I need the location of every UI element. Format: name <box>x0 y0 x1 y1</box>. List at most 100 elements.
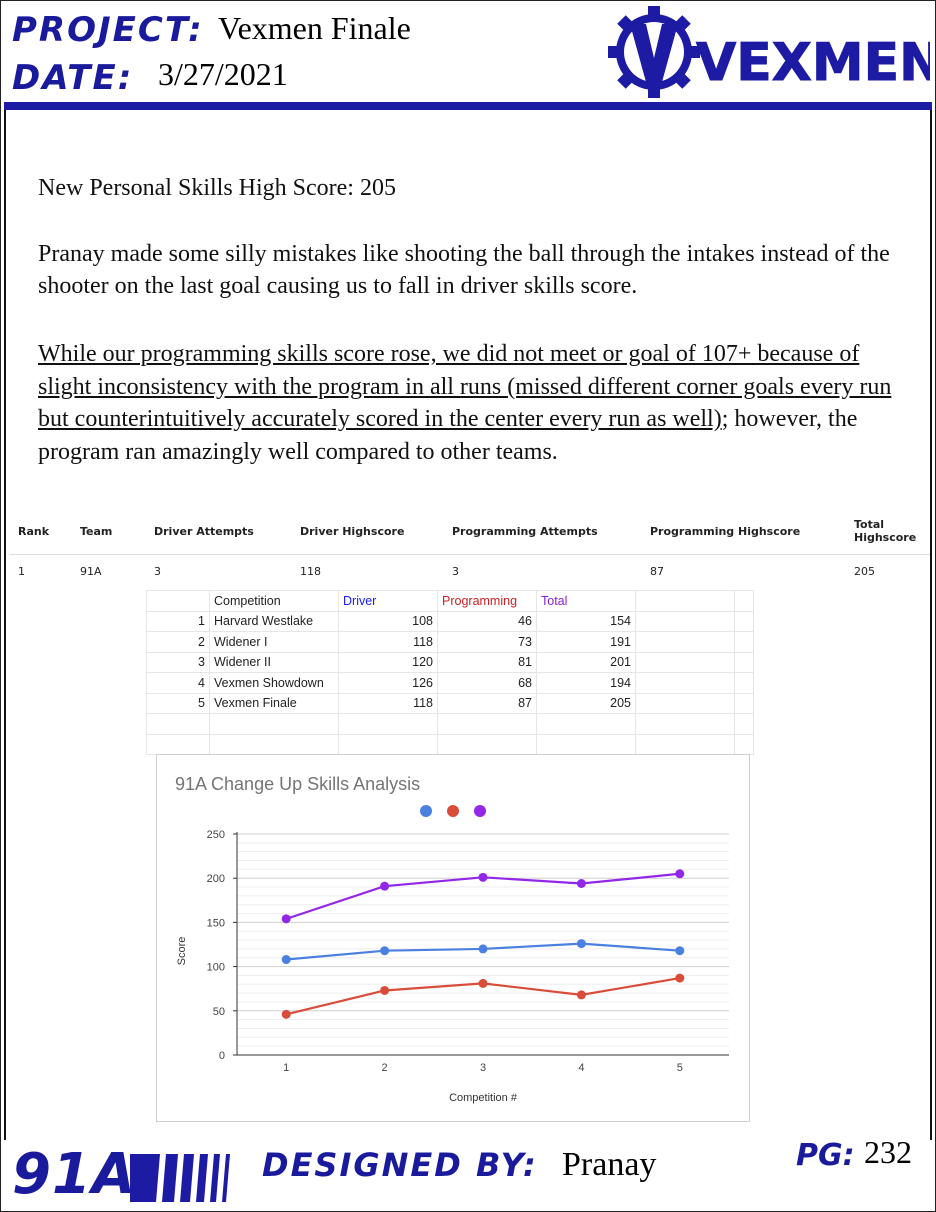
table-row: 3 Widener II 120 81 201 <box>146 651 754 673</box>
sheet-competition: Harvard Westlake <box>209 610 339 632</box>
cell-team: 91A <box>80 565 102 578</box>
paragraph-rest: ; however, the program ran amazingly wel… <box>38 406 858 465</box>
y-tick-label: 250 <box>207 829 225 841</box>
data-point <box>478 872 488 882</box>
data-point <box>478 944 488 954</box>
sheet-driver: 120 <box>338 651 438 673</box>
y-tick-label: 0 <box>219 1050 225 1062</box>
cell-programming-attempts: 3 <box>452 565 459 578</box>
underlined-text: While our programming skills score rose,… <box>38 341 892 432</box>
data-point <box>380 881 390 891</box>
header-programming-attempts: Programming Attempts <box>444 512 642 555</box>
x-tick-label: 2 <box>382 1062 388 1074</box>
summary-header-row: Rank Team Driver Attempts Driver Highsco… <box>10 512 930 555</box>
date-value: 3/27/2021 <box>158 56 288 92</box>
sheet-driver: 126 <box>338 672 438 694</box>
table-row: 1 91A 3 118 3 87 205 <box>10 555 930 589</box>
data-point <box>281 1009 291 1019</box>
high-score-text: New Personal Skills High Score: 205 <box>38 175 396 201</box>
paragraph-mistakes: Pranay made some silly mistakes like sho… <box>38 241 890 299</box>
date-label: DATE: <box>12 58 134 98</box>
sheet-programming: 73 <box>437 631 537 653</box>
data-point <box>576 939 586 949</box>
summary-table: Rank Team Driver Attempts Driver Highsco… <box>10 512 930 588</box>
project-label: PROJECT: <box>12 10 204 50</box>
data-point <box>576 879 586 889</box>
data-point <box>675 869 685 879</box>
sheet-header-programming: Programming <box>437 590 537 612</box>
x-axis-label: Competition # <box>449 1092 518 1104</box>
y-tick-label: 150 <box>207 917 225 929</box>
chart-title: 91A Change Up Skills Analysis <box>175 774 420 794</box>
sheet-total: 191 <box>536 631 636 653</box>
sheet-programming: 81 <box>437 651 537 673</box>
spreadsheet-screenshot: Competition Driver Programming Total 1 H… <box>146 590 760 1135</box>
data-point <box>675 946 685 956</box>
right-rule <box>930 110 932 1140</box>
header-rule <box>4 102 932 110</box>
header-rank: Rank <box>10 512 72 555</box>
footer-stripes <box>130 1154 230 1202</box>
sheet-competition: Vexmen Finale <box>209 692 339 714</box>
data-point <box>281 955 291 965</box>
sheet-programming: 46 <box>437 610 537 632</box>
legend-dot <box>447 805 459 817</box>
page-label: PG: <box>796 1138 855 1173</box>
x-tick-label: 1 <box>283 1062 289 1074</box>
sheet-header-driver: Driver <box>338 590 438 612</box>
data-point <box>576 990 586 1000</box>
cell-driver-highscore: 118 <box>300 565 321 578</box>
legend-dot <box>420 805 432 817</box>
sheet-header-row: Competition Driver Programming Total <box>146 590 754 612</box>
header-programming-highscore: Programming Highscore <box>642 512 846 555</box>
sheet-competition: Widener II <box>209 651 339 673</box>
vexmen-logo: VEXMEN <box>608 6 930 98</box>
sheet-programming: 68 <box>437 672 537 694</box>
cell-driver-attempts: 3 <box>154 565 161 578</box>
data-point <box>478 978 488 988</box>
x-tick-label: 4 <box>578 1062 584 1074</box>
y-axis-label: Score <box>176 937 188 966</box>
sheet-total: 201 <box>536 651 636 673</box>
sheet-total: 205 <box>536 692 636 714</box>
page-number: 232 <box>864 1134 912 1170</box>
sheet-driver: 118 <box>338 692 438 714</box>
sheet-competition: Vexmen Showdown <box>209 672 339 694</box>
header-driver-attempts: Driver Attempts <box>146 512 292 555</box>
logo-text: VEXMEN <box>696 33 930 93</box>
x-tick-label: 3 <box>480 1062 486 1074</box>
sheet-index: 4 <box>146 672 210 694</box>
team-label: 91A <box>12 1142 137 1207</box>
paragraph-programming: While our programming skills score rose,… <box>38 338 908 468</box>
header-driver-highscore: Driver Highscore <box>292 512 444 555</box>
sheet-index: 1 <box>146 610 210 632</box>
data-point <box>281 914 291 924</box>
cell-total-highscore: 205 <box>854 565 875 578</box>
skills-chart: 91A Change Up Skills Analysis 0 50 100 150 20… <box>156 754 750 1122</box>
data-point <box>675 973 685 983</box>
spreadsheet-grid: Competition Driver Programming Total 1 H… <box>146 590 754 755</box>
header-total-highscore: Total Highscore <box>846 512 930 555</box>
table-row: 5 Vexmen Finale 118 87 205 <box>146 692 754 714</box>
sheet-driver: 118 <box>338 631 438 653</box>
designed-by-value: Pranay <box>562 1146 657 1183</box>
y-tick-label: 100 <box>207 962 225 974</box>
legend-dot <box>474 805 486 817</box>
y-tick-label: 50 <box>213 1006 225 1018</box>
sheet-programming: 87 <box>437 692 537 714</box>
sheet-total: 194 <box>536 672 636 694</box>
sheet-index: 5 <box>146 692 210 714</box>
sheet-header-total: Total <box>536 590 636 612</box>
table-row: 2 Widener I 118 73 191 <box>146 631 754 653</box>
left-rule <box>4 110 6 1140</box>
header-team: Team <box>72 512 146 555</box>
sheet-header-competition: Competition <box>209 590 339 612</box>
sheet-index: 3 <box>146 651 210 673</box>
data-point <box>380 985 390 995</box>
sheet-driver: 108 <box>338 610 438 632</box>
designed-by-label: DESIGNED BY: <box>262 1146 538 1184</box>
data-point <box>380 946 390 956</box>
cell-rank: 1 <box>18 565 25 578</box>
table-row: 4 Vexmen Showdown 126 68 194 <box>146 672 754 694</box>
y-tick-label: 200 <box>207 873 225 885</box>
